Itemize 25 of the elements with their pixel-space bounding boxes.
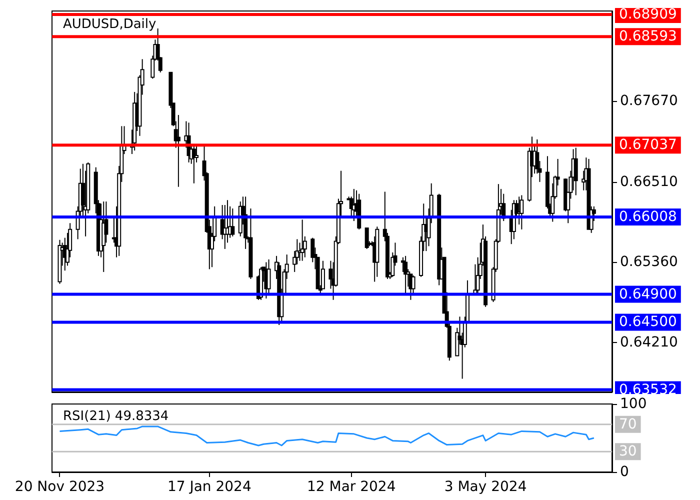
ref-line-label: 0.68593 (619, 28, 677, 45)
y-tick-label: 100 (620, 396, 647, 412)
ref-line-label: 0.66008 (619, 208, 677, 225)
ref-line-label: 0.68909 (619, 6, 677, 23)
line-series (58, 426, 595, 446)
candlestick (266, 258, 271, 294)
ref-line-label: 70 (619, 416, 637, 432)
candlestick (411, 274, 416, 296)
x-tick-label: 17 Jan 2024 (167, 479, 252, 495)
y-tick-label: 0.65360 (620, 254, 678, 270)
chart-title: RSI(21) 49.8334 (63, 409, 169, 424)
chart-title: AUDUSD,Daily (63, 17, 157, 32)
y-tick-label: 0.64210 (620, 334, 678, 350)
x-tick-label: 20 Nov 2023 (14, 479, 105, 495)
x-tick-label: 12 Mar 2024 (306, 479, 396, 495)
ref-line-label: 0.64900 (619, 286, 677, 302)
y-tick-label: 0.66510 (620, 174, 678, 190)
ref-line-label: 0.67037 (619, 137, 677, 154)
y-tick-label: 0.67670 (620, 93, 678, 110)
ref-line-label: 0.63532 (619, 382, 677, 398)
ref-line-label: 30 (619, 444, 637, 460)
y-tick-label: 0 (620, 464, 629, 480)
candlestick (230, 208, 235, 237)
x-tick-label: 3 May 2024 (444, 479, 527, 495)
ref-line-label: 0.64500 (619, 314, 677, 330)
